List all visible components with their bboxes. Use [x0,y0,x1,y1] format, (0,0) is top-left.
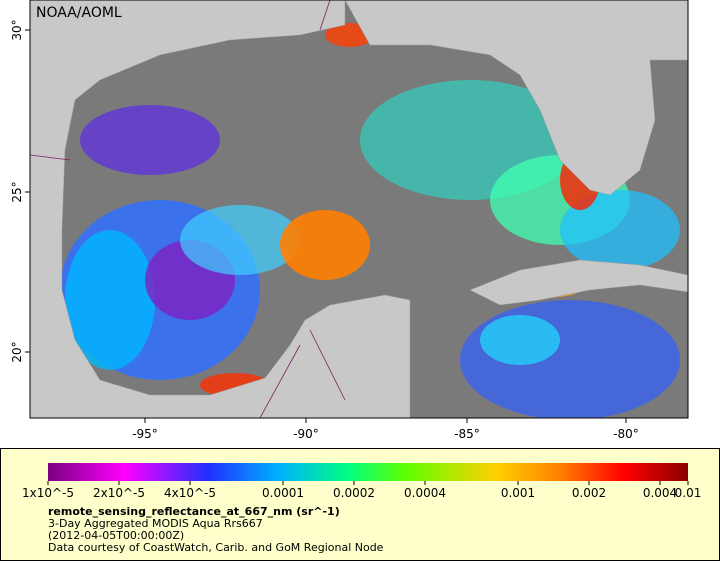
colorbar-label: 0.0001 [262,486,304,500]
legend-title: remote_sensing_reflectance_at_667_nm (sr… [48,505,340,518]
data-patch [460,300,680,418]
axis-ticks: -95° -90° -85° -80° 30° 25° 20° [10,19,639,441]
colorbar-label: 0.004 [643,486,677,500]
x-tick-label: -85° [454,427,480,441]
y-tick-label: 25° [10,181,24,202]
colorbar-labels: 1x10^-5 2x10^-5 4x10^-5 0.0001 0.0002 0.0004 0… [22,481,701,500]
data-patch [65,230,155,370]
land-cuba [469,259,688,306]
map: NOAA/AOML [30,0,688,418]
y-tick-label: 20° [10,341,24,362]
colorbar [48,463,688,481]
colorbar-label: 0.0004 [404,486,446,500]
colorbar-label: 2x10^-5 [93,486,145,500]
x-tick-label: -80° [613,427,639,441]
legend-line: 3-Day Aggregated MODIS Aqua Rrs667 [48,517,263,530]
y-tick-label: 30° [10,19,24,40]
legend-lines: 3-Day Aggregated MODIS Aqua Rrs667(2012-… [48,517,384,554]
data-patch [180,205,300,275]
legend-line: (2012-04-05T00:00:00Z) [48,529,184,542]
colorbar-label: 0.002 [572,486,606,500]
data-patch [80,105,220,175]
legend-line: Data courtesy of CoastWatch, Carib. and … [48,541,384,554]
colorbar-label: 1x10^-5 [22,486,74,500]
land-mexico-us [30,0,411,418]
data-patch [280,210,370,280]
map-credit: NOAA/AOML [36,5,122,21]
colorbar-label: 0.001 [501,486,535,500]
colorbar-label: 0.01 [675,486,702,500]
colorbar-label: 0.0002 [333,486,375,500]
x-tick-label: -90° [293,427,319,441]
x-tick-label: -95° [132,427,158,441]
land-florida [344,0,688,196]
data-patch [560,190,680,270]
colorbar-label: 4x10^-5 [164,486,216,500]
map-frame [29,0,689,419]
data-patch [480,315,560,365]
border [30,0,346,418]
